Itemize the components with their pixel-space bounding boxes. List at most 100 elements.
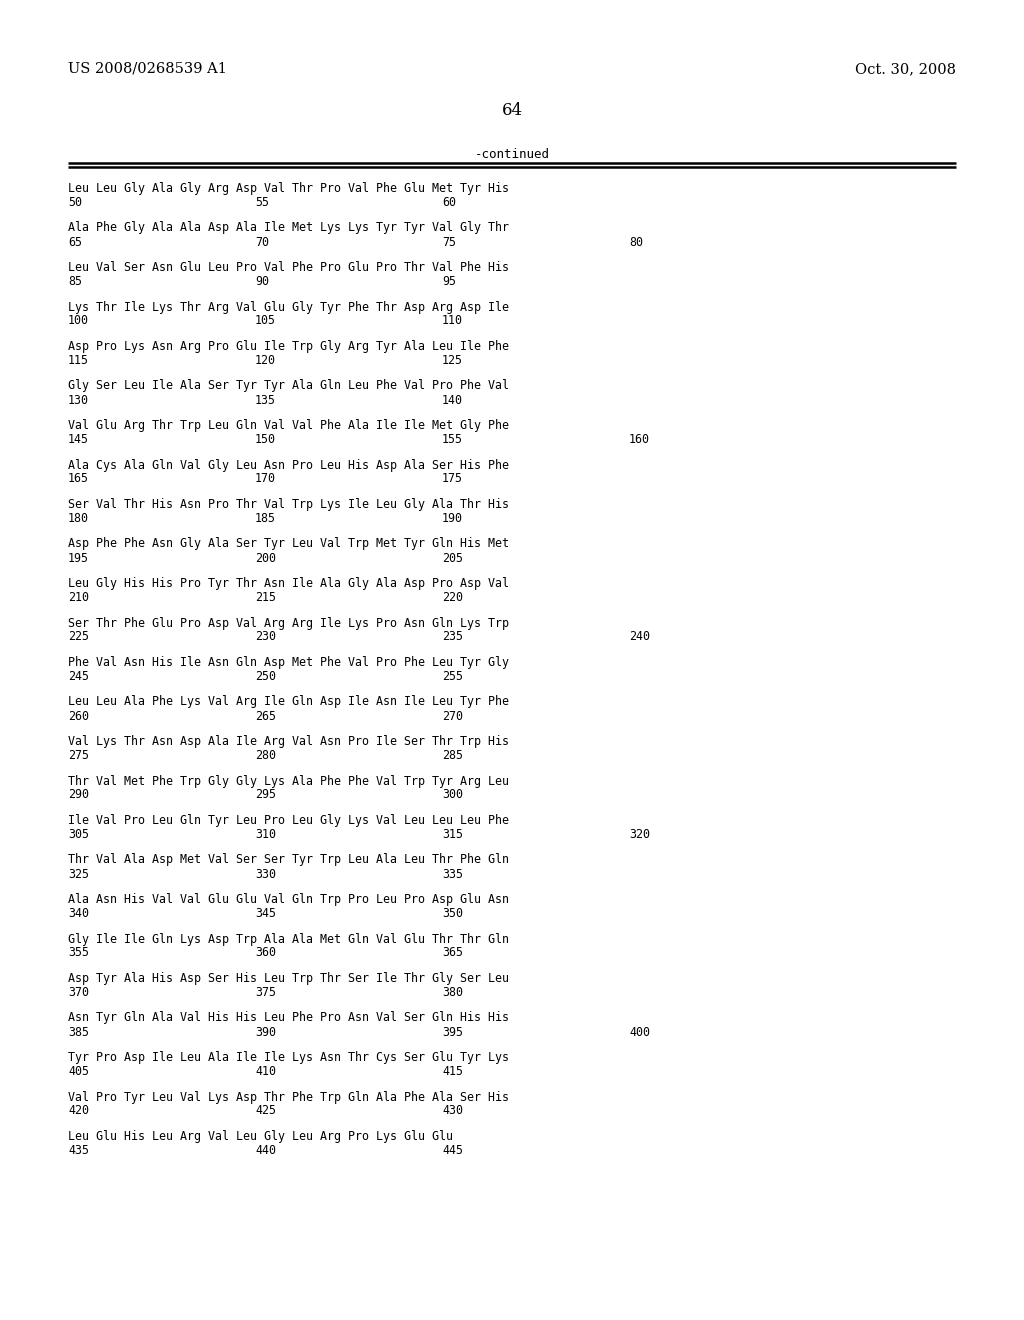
Text: 340: 340 — [68, 907, 89, 920]
Text: 150: 150 — [255, 433, 276, 446]
Text: 140: 140 — [442, 393, 463, 407]
Text: 345: 345 — [255, 907, 276, 920]
Text: Leu Leu Gly Ala Gly Arg Asp Val Thr Pro Val Phe Glu Met Tyr His: Leu Leu Gly Ala Gly Arg Asp Val Thr Pro … — [68, 182, 509, 195]
Text: 360: 360 — [255, 946, 276, 960]
Text: Phe Val Asn His Ile Asn Gln Asp Met Phe Val Pro Phe Leu Tyr Gly: Phe Val Asn His Ile Asn Gln Asp Met Phe … — [68, 656, 509, 669]
Text: 135: 135 — [255, 393, 276, 407]
Text: 305: 305 — [68, 828, 89, 841]
Text: 235: 235 — [442, 631, 463, 644]
Text: 435: 435 — [68, 1144, 89, 1158]
Text: 155: 155 — [442, 433, 463, 446]
Text: 210: 210 — [68, 591, 89, 605]
Text: 400: 400 — [629, 1026, 650, 1039]
Text: 80: 80 — [629, 235, 643, 248]
Text: Leu Val Ser Asn Glu Leu Pro Val Phe Pro Glu Pro Thr Val Phe His: Leu Val Ser Asn Glu Leu Pro Val Phe Pro … — [68, 261, 509, 275]
Text: 120: 120 — [255, 354, 276, 367]
Text: 110: 110 — [442, 314, 463, 327]
Text: 440: 440 — [255, 1144, 276, 1158]
Text: Ala Asn His Val Val Glu Glu Val Gln Trp Pro Leu Pro Asp Glu Asn: Ala Asn His Val Val Glu Glu Val Gln Trp … — [68, 894, 509, 906]
Text: 285: 285 — [442, 748, 463, 762]
Text: 275: 275 — [68, 748, 89, 762]
Text: 185: 185 — [255, 512, 276, 525]
Text: 365: 365 — [442, 946, 463, 960]
Text: 430: 430 — [442, 1105, 463, 1118]
Text: Thr Val Ala Asp Met Val Ser Ser Tyr Trp Leu Ala Leu Thr Phe Gln: Thr Val Ala Asp Met Val Ser Ser Tyr Trp … — [68, 854, 509, 866]
Text: Ile Val Pro Leu Gln Tyr Leu Pro Leu Gly Lys Val Leu Leu Leu Phe: Ile Val Pro Leu Gln Tyr Leu Pro Leu Gly … — [68, 814, 509, 828]
Text: 230: 230 — [255, 631, 276, 644]
Text: 160: 160 — [629, 433, 650, 446]
Text: Ser Val Thr His Asn Pro Thr Val Trp Lys Ile Leu Gly Ala Thr His: Ser Val Thr His Asn Pro Thr Val Trp Lys … — [68, 498, 509, 511]
Text: 215: 215 — [255, 591, 276, 605]
Text: 425: 425 — [255, 1105, 276, 1118]
Text: 405: 405 — [68, 1065, 89, 1078]
Text: 55: 55 — [255, 195, 269, 209]
Text: 145: 145 — [68, 433, 89, 446]
Text: 380: 380 — [442, 986, 463, 999]
Text: 310: 310 — [255, 828, 276, 841]
Text: Val Glu Arg Thr Trp Leu Gln Val Val Phe Ala Ile Ile Met Gly Phe: Val Glu Arg Thr Trp Leu Gln Val Val Phe … — [68, 418, 509, 432]
Text: 225: 225 — [68, 631, 89, 644]
Text: 65: 65 — [68, 235, 82, 248]
Text: Lys Thr Ile Lys Thr Arg Val Glu Gly Tyr Phe Thr Asp Arg Asp Ile: Lys Thr Ile Lys Thr Arg Val Glu Gly Tyr … — [68, 301, 509, 314]
Text: 290: 290 — [68, 788, 89, 801]
Text: 385: 385 — [68, 1026, 89, 1039]
Text: Asp Pro Lys Asn Arg Pro Glu Ile Trp Gly Arg Tyr Ala Leu Ile Phe: Asp Pro Lys Asn Arg Pro Glu Ile Trp Gly … — [68, 341, 509, 352]
Text: 75: 75 — [442, 235, 456, 248]
Text: 100: 100 — [68, 314, 89, 327]
Text: 60: 60 — [442, 195, 456, 209]
Text: 240: 240 — [629, 631, 650, 644]
Text: 95: 95 — [442, 275, 456, 288]
Text: 85: 85 — [68, 275, 82, 288]
Text: Tyr Pro Asp Ile Leu Ala Ile Ile Lys Asn Thr Cys Ser Glu Tyr Lys: Tyr Pro Asp Ile Leu Ala Ile Ile Lys Asn … — [68, 1051, 509, 1064]
Text: 320: 320 — [629, 828, 650, 841]
Text: 64: 64 — [502, 102, 522, 119]
Text: 245: 245 — [68, 671, 89, 682]
Text: 165: 165 — [68, 473, 89, 486]
Text: 280: 280 — [255, 748, 276, 762]
Text: Asp Phe Phe Asn Gly Ala Ser Tyr Leu Val Trp Met Tyr Gln His Met: Asp Phe Phe Asn Gly Ala Ser Tyr Leu Val … — [68, 537, 509, 550]
Text: Gly Ile Ile Gln Lys Asp Trp Ala Ala Met Gln Val Glu Thr Thr Gln: Gly Ile Ile Gln Lys Asp Trp Ala Ala Met … — [68, 932, 509, 945]
Text: Leu Leu Ala Phe Lys Val Arg Ile Gln Asp Ile Asn Ile Leu Tyr Phe: Leu Leu Ala Phe Lys Val Arg Ile Gln Asp … — [68, 696, 509, 709]
Text: 395: 395 — [442, 1026, 463, 1039]
Text: 205: 205 — [442, 552, 463, 565]
Text: 90: 90 — [255, 275, 269, 288]
Text: -continued: -continued — [474, 148, 550, 161]
Text: 255: 255 — [442, 671, 463, 682]
Text: 270: 270 — [442, 710, 463, 722]
Text: Ala Cys Ala Gln Val Gly Leu Asn Pro Leu His Asp Ala Ser His Phe: Ala Cys Ala Gln Val Gly Leu Asn Pro Leu … — [68, 458, 509, 471]
Text: 350: 350 — [442, 907, 463, 920]
Text: Asn Tyr Gln Ala Val His His Leu Phe Pro Asn Val Ser Gln His His: Asn Tyr Gln Ala Val His His Leu Phe Pro … — [68, 1011, 509, 1024]
Text: 70: 70 — [255, 235, 269, 248]
Text: Val Lys Thr Asn Asp Ala Ile Arg Val Asn Pro Ile Ser Thr Trp His: Val Lys Thr Asn Asp Ala Ile Arg Val Asn … — [68, 735, 509, 748]
Text: Thr Val Met Phe Trp Gly Gly Lys Ala Phe Phe Val Trp Tyr Arg Leu: Thr Val Met Phe Trp Gly Gly Lys Ala Phe … — [68, 775, 509, 788]
Text: 325: 325 — [68, 867, 89, 880]
Text: 375: 375 — [255, 986, 276, 999]
Text: Leu Glu His Leu Arg Val Leu Gly Leu Arg Pro Lys Glu Glu: Leu Glu His Leu Arg Val Leu Gly Leu Arg … — [68, 1130, 453, 1143]
Text: 250: 250 — [255, 671, 276, 682]
Text: 195: 195 — [68, 552, 89, 565]
Text: Ala Phe Gly Ala Ala Asp Ala Ile Met Lys Lys Tyr Tyr Val Gly Thr: Ala Phe Gly Ala Ala Asp Ala Ile Met Lys … — [68, 222, 509, 235]
Text: 300: 300 — [442, 788, 463, 801]
Text: Val Pro Tyr Leu Val Lys Asp Thr Phe Trp Gln Ala Phe Ala Ser His: Val Pro Tyr Leu Val Lys Asp Thr Phe Trp … — [68, 1090, 509, 1104]
Text: 200: 200 — [255, 552, 276, 565]
Text: 170: 170 — [255, 473, 276, 486]
Text: 125: 125 — [442, 354, 463, 367]
Text: 115: 115 — [68, 354, 89, 367]
Text: 220: 220 — [442, 591, 463, 605]
Text: 420: 420 — [68, 1105, 89, 1118]
Text: 415: 415 — [442, 1065, 463, 1078]
Text: 315: 315 — [442, 828, 463, 841]
Text: 175: 175 — [442, 473, 463, 486]
Text: Oct. 30, 2008: Oct. 30, 2008 — [855, 62, 956, 77]
Text: Gly Ser Leu Ile Ala Ser Tyr Tyr Ala Gln Leu Phe Val Pro Phe Val: Gly Ser Leu Ile Ala Ser Tyr Tyr Ala Gln … — [68, 380, 509, 392]
Text: 295: 295 — [255, 788, 276, 801]
Text: Asp Tyr Ala His Asp Ser His Leu Trp Thr Ser Ile Thr Gly Ser Leu: Asp Tyr Ala His Asp Ser His Leu Trp Thr … — [68, 972, 509, 985]
Text: 265: 265 — [255, 710, 276, 722]
Text: 335: 335 — [442, 867, 463, 880]
Text: 445: 445 — [442, 1144, 463, 1158]
Text: Ser Thr Phe Glu Pro Asp Val Arg Arg Ile Lys Pro Asn Gln Lys Trp: Ser Thr Phe Glu Pro Asp Val Arg Arg Ile … — [68, 616, 509, 630]
Text: 330: 330 — [255, 867, 276, 880]
Text: 180: 180 — [68, 512, 89, 525]
Text: 105: 105 — [255, 314, 276, 327]
Text: 390: 390 — [255, 1026, 276, 1039]
